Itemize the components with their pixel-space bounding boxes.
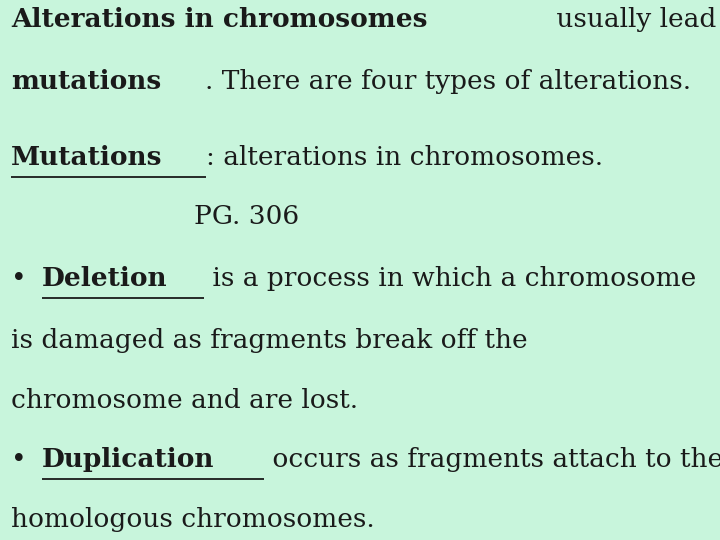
Text: is damaged as fragments break off the: is damaged as fragments break off the: [11, 328, 528, 353]
Text: Deletion: Deletion: [42, 266, 167, 291]
Text: . There are four types of alterations.: . There are four types of alterations.: [204, 69, 690, 94]
Text: homologous chromosomes.: homologous chromosomes.: [11, 507, 374, 531]
Text: •: •: [11, 266, 35, 291]
Text: •: •: [11, 447, 35, 472]
Text: chromosome and are lost.: chromosome and are lost.: [11, 388, 358, 413]
Text: is a process in which a chromosome: is a process in which a chromosome: [204, 266, 696, 291]
Text: mutations: mutations: [11, 69, 161, 94]
Text: Mutations: Mutations: [11, 145, 162, 170]
Text: : alterations in chromosomes.: : alterations in chromosomes.: [207, 145, 603, 170]
Text: PG. 306: PG. 306: [194, 204, 300, 229]
Text: usually lead to: usually lead to: [548, 7, 720, 32]
Text: occurs as fragments attach to the: occurs as fragments attach to the: [264, 447, 720, 472]
Text: Alterations in chromosomes: Alterations in chromosomes: [11, 7, 427, 32]
Text: Duplication: Duplication: [42, 447, 215, 472]
